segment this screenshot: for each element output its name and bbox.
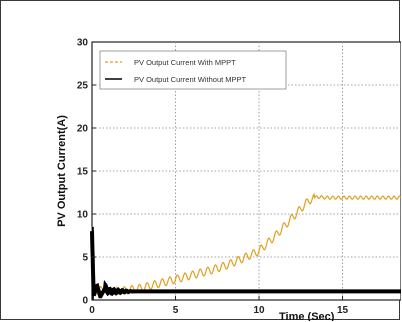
y-tick-label-20: 20 (77, 124, 89, 135)
x-ticks: 0 5 10 15 (89, 296, 349, 316)
y-ticks: 0 5 10 15 20 25 30 (77, 38, 96, 307)
series-line-without-mppt (90, 231, 401, 299)
series-layer (90, 192, 401, 300)
y-tick-label-15: 15 (77, 167, 89, 178)
y-tick-label-5: 5 (82, 253, 88, 264)
y-tick-label-0: 0 (82, 296, 88, 307)
y-tick-label-30: 30 (77, 38, 89, 49)
legend-label-with-mppt: PV Output Current With MPPT (134, 58, 236, 67)
y-tick-label-25: 25 (77, 81, 89, 92)
y-tick-label-10: 10 (77, 210, 89, 221)
x-axis-title: Time (Sec) (279, 311, 335, 321)
x-tick-label-15: 15 (337, 305, 349, 316)
y-axis-title: PV Output Current(A) (56, 115, 68, 227)
x-tick-label-5: 5 (173, 305, 179, 316)
x-tick-label-0: 0 (89, 305, 95, 316)
legend-label-without-mppt: PV Output Current Without MPPT (134, 75, 247, 84)
legend: PV Output Current With MPPT PV Output Cu… (99, 50, 287, 90)
x-tick-label-10: 10 (253, 305, 265, 316)
legend-box (99, 50, 287, 90)
